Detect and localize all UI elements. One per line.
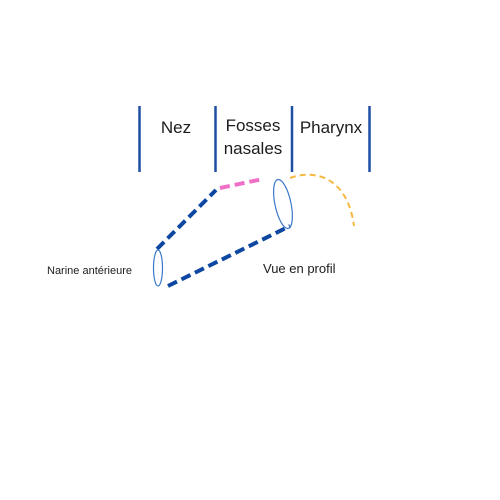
anterior-nostril-opening xyxy=(152,249,164,287)
nasal-cavity-dashed-line xyxy=(219,177,264,190)
posterior-nasal-opening xyxy=(273,178,293,230)
label-anterior-nostril: Narine antérieure xyxy=(47,265,132,277)
label-profile-view: Vue en profil xyxy=(263,261,336,276)
nose-lower-dashed-line xyxy=(167,224,291,288)
nose-upper-dashed-line xyxy=(155,188,218,251)
pharynx-dashed-curve xyxy=(289,173,355,227)
section-label-nasal-cavity-line2: nasales xyxy=(224,139,283,158)
section-label-nose: Nez xyxy=(161,118,191,137)
section-label-pharynx: Pharynx xyxy=(300,118,363,137)
section-label-nasal-cavity-line1: Fosses xyxy=(226,116,281,135)
